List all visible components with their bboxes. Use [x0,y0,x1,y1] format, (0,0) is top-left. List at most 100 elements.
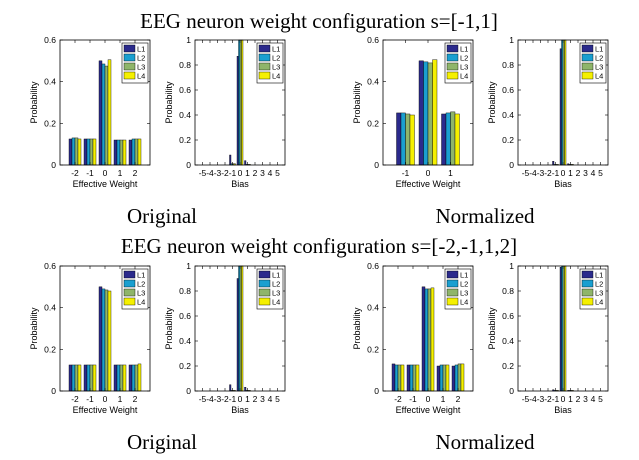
xtick-label: 4 [268,168,273,178]
xtick-label: 0 [426,168,431,178]
xtick-label: 3 [260,168,265,178]
xtick-label: -2 [71,394,79,404]
caption-normalized-1: Normalized [435,204,535,228]
ytick-label: 0 [374,386,379,396]
xtick-label: 1 [245,168,250,178]
bar-L1--2 [68,364,73,392]
bar-L1-1 [244,160,247,166]
bar-L1--1 [229,384,232,392]
legend-label-L3: L3 [137,289,145,298]
bar-L2-1 [439,364,444,392]
bar-L3-0 [427,62,433,166]
legend-swatch-L3 [123,288,136,297]
ytick-label: 0 [509,160,514,170]
xtick-label: 5 [598,394,603,404]
xtick-label: -1 [552,394,560,404]
bar-L1--1 [83,364,88,392]
bar-L3-0 [427,288,432,392]
bar-L3-1 [442,364,447,392]
legend-swatch-L4 [258,297,271,306]
ytick-label: 1 [509,261,514,271]
legend-swatch-L2 [446,53,459,62]
bar-L3-0 [562,39,565,166]
bar-L4-2 [460,363,465,392]
bar-L3-0 [104,289,109,392]
legend-swatch-L4 [581,297,594,306]
bar-L2--1 [409,364,414,392]
xtick-label: 0 [238,394,243,404]
bar-L1--1 [552,161,555,166]
legend-label-L4: L4 [595,72,603,81]
xtick-label: -1 [229,394,237,404]
ytick-label: 0 [186,160,191,170]
bar-L3-0 [239,265,242,392]
ytick-label: 1 [509,35,514,45]
ytick-label: 0.2 [44,344,56,354]
xtick-label: 1 [568,168,573,178]
bar-L2-0 [561,39,564,166]
xtick-label: 0 [561,394,566,404]
bar-L4--2 [77,138,82,166]
xtick-label: 2 [456,394,461,404]
x-axis-label: Effective Weight [396,179,461,189]
x-axis-label: Bias [554,405,572,415]
ytick-label: 0.4 [44,77,56,87]
xtick-label: 1 [118,394,123,404]
bar-L3--1 [405,113,411,166]
bar-L2-0 [424,288,429,392]
bar-L3-2 [457,363,462,392]
y-axis-label: Probability [29,81,39,124]
bar-L1-1 [113,364,118,392]
bar-L1-2 [128,364,133,392]
xtick-label: 0 [103,394,108,404]
ytick-label: 0.4 [367,303,379,313]
legend-label-L3: L3 [460,289,468,298]
ytick-label: 0.6 [502,311,514,321]
legend-label-L1: L1 [137,271,145,280]
ytick-label: 0.2 [367,118,379,128]
xtick-label: 2 [253,168,258,178]
xtick-label: -2 [221,394,229,404]
ytick-label: 0.2 [44,118,56,128]
xtick-label: -2 [544,394,552,404]
legend-swatch-L2 [258,53,271,62]
legend-swatch-L4 [258,71,271,80]
xtick-label: -4 [529,168,537,178]
bar-L3-2 [134,364,139,392]
ytick-label: 1 [186,261,191,271]
ytick-label: 0.6 [179,311,191,321]
legend-swatch-L4 [446,71,459,80]
bar-L4--1 [92,364,97,392]
bar-L1-0 [98,60,103,166]
bar-L2-1 [116,139,121,166]
xtick-label: -1 [409,394,417,404]
ytick-label: 0.6 [502,85,514,95]
xtick-label: -5 [522,168,530,178]
xtick-label: -1 [402,168,410,178]
y-axis-label: Probability [352,307,362,350]
bar-L3-0 [104,65,109,166]
xtick-label: 2 [576,394,581,404]
y-axis-label: Probability [164,81,174,124]
bar-L4--1 [409,114,415,166]
bar-L1-0 [421,286,426,392]
legend-label-L1: L1 [595,271,603,280]
bar-L3-0 [239,39,242,166]
legend-label-L2: L2 [595,280,603,289]
x-axis-label: Bias [231,405,249,415]
legend-swatch-L3 [581,288,594,297]
xtick-label: 1 [118,168,123,178]
xtick-label: 2 [576,168,581,178]
legend-swatch-L2 [581,279,594,288]
bar-L4-0 [430,287,435,392]
bar-L3-1 [450,111,456,166]
legend-swatch-L1 [581,44,594,53]
xtick-label: 1 [448,168,453,178]
legend-label-L2: L2 [137,280,145,289]
legend-label-L3: L3 [272,63,280,72]
bar-L2--1 [400,112,406,166]
bar-L2-0 [238,265,241,392]
bar-L2-2 [131,138,136,166]
ytick-label: 0.4 [179,110,191,120]
